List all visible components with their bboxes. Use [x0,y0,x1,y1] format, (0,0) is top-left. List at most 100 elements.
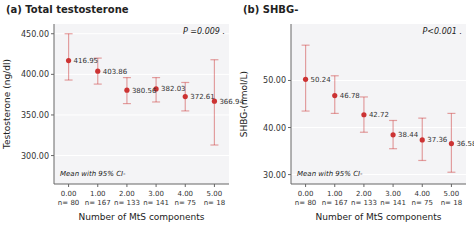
x-tick-sublabel: n= 18 [441,199,462,207]
point [66,58,71,63]
data-label: 380.56 [132,87,157,95]
y-tick-label: 300.00 [21,152,49,161]
x-tick-sublabel: n= 80 [295,199,316,207]
point [449,141,454,146]
data-label: 403.86 [103,68,128,76]
x-tick-sublabel: n= 167 [322,199,348,207]
error-bar [302,45,310,111]
data-label: 37.36 [427,136,448,144]
error-bar-part [418,118,426,119]
y-tick-label: 50.00 [263,76,286,85]
error-bar-part [331,113,339,114]
y-tick-label: 450.00 [21,30,49,39]
error-bar-part [210,144,218,145]
annotation: P =0.009 . [183,27,225,36]
error-bar-part [123,77,131,78]
error-bar-part [447,113,455,114]
x-tick-sublabel: n= 167 [85,199,111,207]
error-bar-part [389,148,397,149]
data-label: 36.58 [456,140,474,148]
panel: (a) Total testosterone 300.00 350.00 400.00… [2,4,244,222]
error-bar-part [94,84,102,85]
x-tick-label: 3.00 [148,190,164,198]
x-axis-label: Number of MtS components [315,212,441,222]
point [361,112,366,117]
x-tick-label: 5.00 [444,190,460,198]
x-tick-sublabel: n= 141 [380,199,406,207]
error-bar-part [302,45,310,46]
error-bar [210,60,218,145]
title: (b) SHBG- [243,4,298,15]
marks [65,34,219,145]
x-tick-sublabel: n= 18 [204,199,225,207]
data-label: 382.03 [161,85,186,93]
error-bar [389,120,397,148]
data-label: 46.78 [340,92,360,100]
error-bar-part [68,34,69,80]
error-bar-part [331,75,339,76]
annotation: Mean with 95% CI- [60,170,126,178]
x-tick-sublabel: n= 80 [58,199,79,207]
error-bar-part [447,172,455,173]
data-label: 416.95 [74,57,99,65]
x-tick-sublabel: n= 75 [175,199,196,207]
x-axis-line [54,184,229,185]
error-bar-part [360,132,368,133]
error-bar [331,76,339,114]
chart-canvas: (a) Total testosterone 300.00 350.00 400.00… [0,0,474,237]
error-bar [418,118,426,160]
error-bar [447,113,455,172]
y-axis-line [54,24,55,184]
x-tick-label: 1.00 [327,190,343,198]
data-label: 42.72 [369,111,389,119]
x-tick-label: 0.00 [298,190,314,198]
x-tick-sublabel: n= 133 [351,199,377,207]
error-bar-part [210,59,218,60]
x-tick-sublabel: n= 133 [114,199,140,207]
y-axis-line [291,24,292,184]
point [420,137,425,142]
error-bar-part [418,160,426,161]
marks [302,45,456,172]
x-tick-label: 1.00 [90,190,106,198]
data-label: 50.24 [311,76,332,84]
annotation: P<0.001 . [422,27,462,36]
error-bar-part [65,79,73,80]
y-tick-label: 350.00 [21,111,49,120]
error-bar [123,78,131,104]
error-bar-part [123,103,131,104]
x-tick-label: 2.00 [356,190,372,198]
x-tick-sublabel: n= 141 [143,199,169,207]
error-bar-part [65,33,73,34]
x-tick-label: 4.00 [177,190,193,198]
annotation: Mean with 95% CI- [297,170,363,178]
point [332,93,337,98]
error-bar-part [360,96,368,97]
data-label: 38.44 [398,131,419,139]
grid-line [54,74,229,75]
plot-background [54,24,229,184]
y-tick-label: 400.00 [21,70,49,79]
error-bar-part [152,101,160,102]
error-bar-part [181,110,189,111]
x-tick-label: 3.00 [385,190,401,198]
data-label: 372.61 [190,93,215,101]
grid-line [54,155,229,156]
point [124,88,129,93]
point [390,132,395,137]
y-axis-label: SHBG-(nmol/L) [239,71,249,137]
title: (a) Total testosterone [6,4,129,15]
y-axis-label: Testosterone (ng/dl) [2,59,12,150]
grid-line [291,127,466,128]
panel: (b) SHBG-30.0040.0050.000.00n= 801.00n= … [239,4,474,222]
error-bar-part [152,77,160,78]
x-tick-label: 0.00 [61,190,77,198]
x-axis-label: Number of MtS components [78,212,204,222]
plot-background [291,24,466,184]
x-tick-sublabel: n= 75 [412,199,433,207]
y-tick-label: 40.00 [263,124,286,133]
point [95,69,100,74]
x-tick-label: 2.00 [119,190,135,198]
error-bar-part [389,120,397,121]
error-bar [360,97,368,132]
